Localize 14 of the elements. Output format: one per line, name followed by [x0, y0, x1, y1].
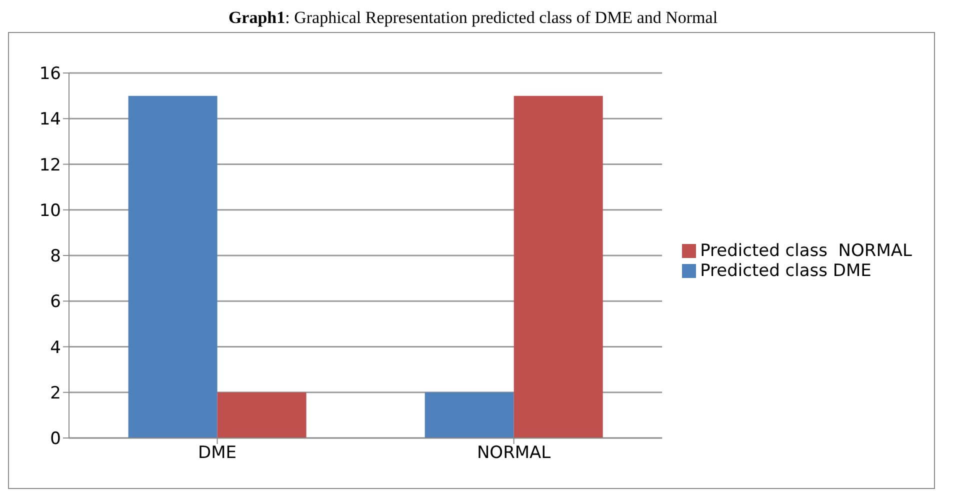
y-tick-label: 10 — [39, 200, 61, 221]
y-tick-label: 12 — [39, 155, 61, 176]
y-tick-label: 6 — [50, 292, 61, 312]
y-tick-label: 0 — [50, 429, 61, 450]
x-tick-label: NORMAL — [476, 443, 552, 464]
x-tick-label: DME — [198, 443, 237, 464]
y-tick-label: 16 — [39, 64, 61, 84]
y-tick-label: 4 — [50, 338, 61, 358]
y-tick-label: 14 — [39, 110, 61, 130]
y-tick-label: 2 — [50, 383, 61, 404]
legend-label: Predicted class NORMAL — [700, 240, 912, 260]
legend-label: Predicted class DME — [700, 260, 872, 280]
y-tick-label: 8 — [50, 246, 61, 267]
chart-title: Graph1: Graphical Representation predicted class of DME and Normal — [228, 8, 718, 27]
